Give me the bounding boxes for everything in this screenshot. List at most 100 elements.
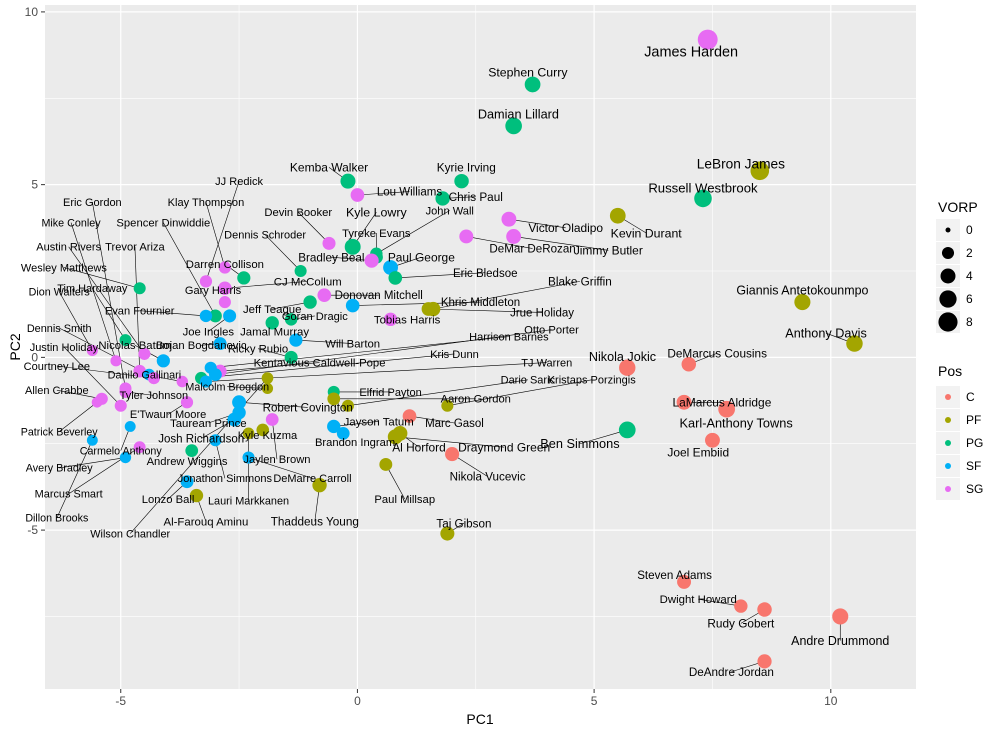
point-label: DeMarcus Cousins (667, 346, 767, 360)
data-point (322, 236, 336, 250)
data-point (344, 238, 361, 255)
data-point (387, 429, 403, 445)
leader-line (466, 236, 533, 249)
y-axis-ticks: -5 0 5 10 (25, 5, 45, 537)
size-legend-label: 4 (966, 269, 973, 283)
data-point (388, 271, 403, 285)
leader-line (227, 386, 268, 389)
leader-line (357, 191, 410, 196)
leader-line (63, 267, 140, 289)
point-label: DeMar DeRozan (489, 243, 575, 256)
point-label: Dillon Brooks (25, 513, 88, 525)
y-tick-label: 10 (25, 5, 39, 19)
data-point (718, 400, 736, 418)
point-label: Taj Gibson (436, 517, 491, 530)
point-label: Bojan Bogdanovic (156, 340, 247, 352)
point-label: Will Barton (325, 339, 380, 351)
data-point (383, 312, 398, 327)
minor-gridlines (45, 5, 916, 689)
x-axis-title: PC1 (466, 711, 493, 727)
data-point (213, 337, 227, 350)
data-point (757, 602, 772, 617)
point-label: Jamal Murray (240, 326, 309, 338)
point-label: Bradley Beal (298, 251, 364, 264)
point-label: Kentavious Caldwell-Pope (254, 358, 386, 370)
data-point (618, 421, 636, 439)
point-label: Lonzo Ball (142, 494, 195, 506)
data-point (757, 654, 772, 669)
leader-line (347, 379, 528, 407)
data-point (110, 355, 122, 367)
point-label: Nikola Jokic (589, 350, 656, 364)
point-label: Jrue Holiday (510, 307, 574, 319)
point-label: Marc Gasol (425, 418, 484, 430)
data-point (694, 189, 712, 208)
point-label: Dario Saric (501, 375, 556, 387)
leader-line (298, 212, 330, 244)
data-point (294, 264, 307, 278)
data-point (91, 396, 103, 408)
leader-line (59, 402, 98, 432)
point-label: Paul George (388, 250, 455, 264)
point-label: Chris Paul (449, 191, 503, 204)
point-label: Avery Bradley (26, 463, 94, 475)
data-point (133, 441, 146, 454)
point-label: Jimmy Butler (574, 243, 643, 257)
leader-line (201, 353, 455, 379)
point-label: Spencer Dinwiddie (116, 218, 210, 230)
leader-line (59, 327, 150, 375)
data-point (119, 451, 132, 464)
point-label: JJ Redick (215, 176, 263, 188)
point-label: Courtney Lee (24, 361, 90, 373)
point-label: John Wall (426, 205, 474, 217)
x-tick-label: -5 (115, 694, 126, 708)
leader-line (63, 346, 121, 406)
point-label: Gary Harris (185, 285, 242, 297)
point-label: Danilo Gallinari (108, 369, 182, 381)
data-point (133, 364, 146, 378)
data-point (208, 309, 222, 323)
point-label: Joel Embiid (667, 446, 729, 460)
point-label: DeMarre Carroll (273, 473, 351, 485)
color-legend: Pos C PF PG SF SG (936, 363, 983, 500)
point-label: Marcus Smart (35, 489, 103, 501)
leader-line (513, 236, 609, 251)
data-point (501, 211, 517, 227)
data-point (199, 309, 213, 323)
data-point (289, 333, 303, 347)
point-label: Dion Waiters (29, 286, 90, 298)
x-tick-label: 5 (591, 694, 598, 708)
point-label: Robert Covington (263, 402, 353, 415)
point-label: Dennis Schroder (224, 230, 306, 242)
point-label: Jeff Teague (243, 304, 301, 316)
point-label: Anthony Davis (785, 327, 867, 341)
leader-line (333, 420, 379, 427)
data-point (138, 347, 151, 360)
data-point (256, 423, 270, 437)
point-label: Kyle Lowry (346, 206, 407, 220)
leader-line (68, 246, 145, 355)
point-label: Devin Booker (264, 207, 332, 219)
data-point (133, 282, 146, 295)
data-point (341, 399, 354, 412)
point-label: Brandon Ingram (315, 437, 395, 449)
data-point (265, 316, 279, 330)
point-label: Andre Drummond (791, 634, 889, 648)
data-point (232, 405, 246, 420)
leader-line (352, 301, 481, 306)
color-legend-label: SF (966, 459, 981, 473)
point-label: Al Horford (392, 440, 446, 454)
point-label: Otto Porter (524, 325, 579, 337)
color-legend-label: SG (966, 482, 983, 496)
leader-line (428, 308, 543, 313)
leader-line (447, 379, 592, 407)
data-point (312, 478, 327, 493)
color-legend-label: PF (966, 413, 981, 427)
point-label: Kris Dunn (430, 349, 479, 361)
x-tick-label: 10 (824, 694, 838, 708)
leader-line (698, 598, 741, 607)
data-point (445, 447, 460, 462)
data-point (86, 434, 98, 446)
point-label: Patrick Beverley (21, 426, 99, 438)
data-point (609, 207, 626, 224)
